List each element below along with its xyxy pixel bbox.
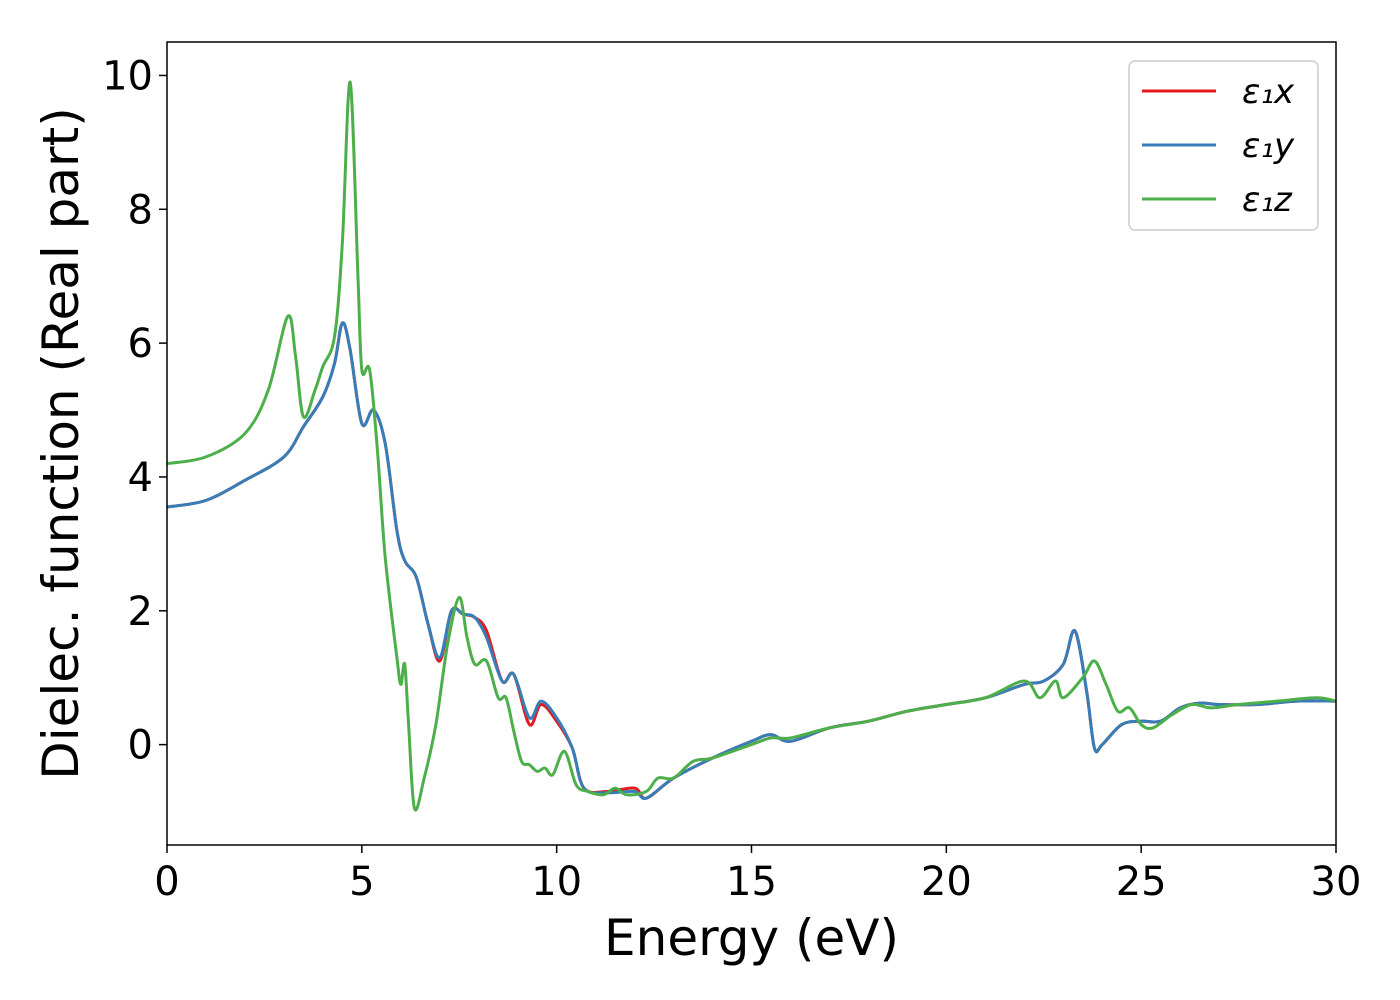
y-tick-label: 8 (128, 187, 153, 233)
series-lines (167, 80, 1336, 812)
y-axis-ticks: 0 2 4 6 8 10 (102, 53, 167, 769)
y-tick-label: 10 (102, 53, 153, 99)
legend: ε₁x ε₁y ε₁z (1128, 60, 1319, 231)
y-axis-label: Dielec. function (Real part) (32, 107, 90, 779)
x-tick-label: 30 (1311, 859, 1362, 905)
series-line-0 (167, 321, 1336, 800)
legend-entry: ε₁x (1242, 72, 1295, 112)
y-tick-label: 4 (128, 455, 153, 501)
x-axis-ticks: 0 5 10 15 20 25 30 (154, 845, 1361, 905)
x-tick-label: 10 (531, 859, 582, 905)
y-tick-label: 0 (128, 723, 153, 769)
x-tick-label: 15 (726, 859, 777, 905)
series-line-2 (167, 80, 1336, 812)
legend-box (1128, 60, 1319, 231)
legend-entry: ε₁y (1242, 126, 1295, 166)
x-axis-label: Energy (eV) (604, 909, 899, 967)
x-tick-label: 5 (349, 859, 374, 905)
legend-entry: ε₁z (1242, 180, 1293, 220)
x-tick-label: 0 (154, 859, 179, 905)
x-tick-label: 25 (1116, 859, 1167, 905)
y-tick-label: 2 (128, 589, 153, 635)
y-tick-label: 6 (128, 321, 153, 367)
series-line-1 (167, 321, 1336, 801)
x-tick-label: 20 (921, 859, 972, 905)
